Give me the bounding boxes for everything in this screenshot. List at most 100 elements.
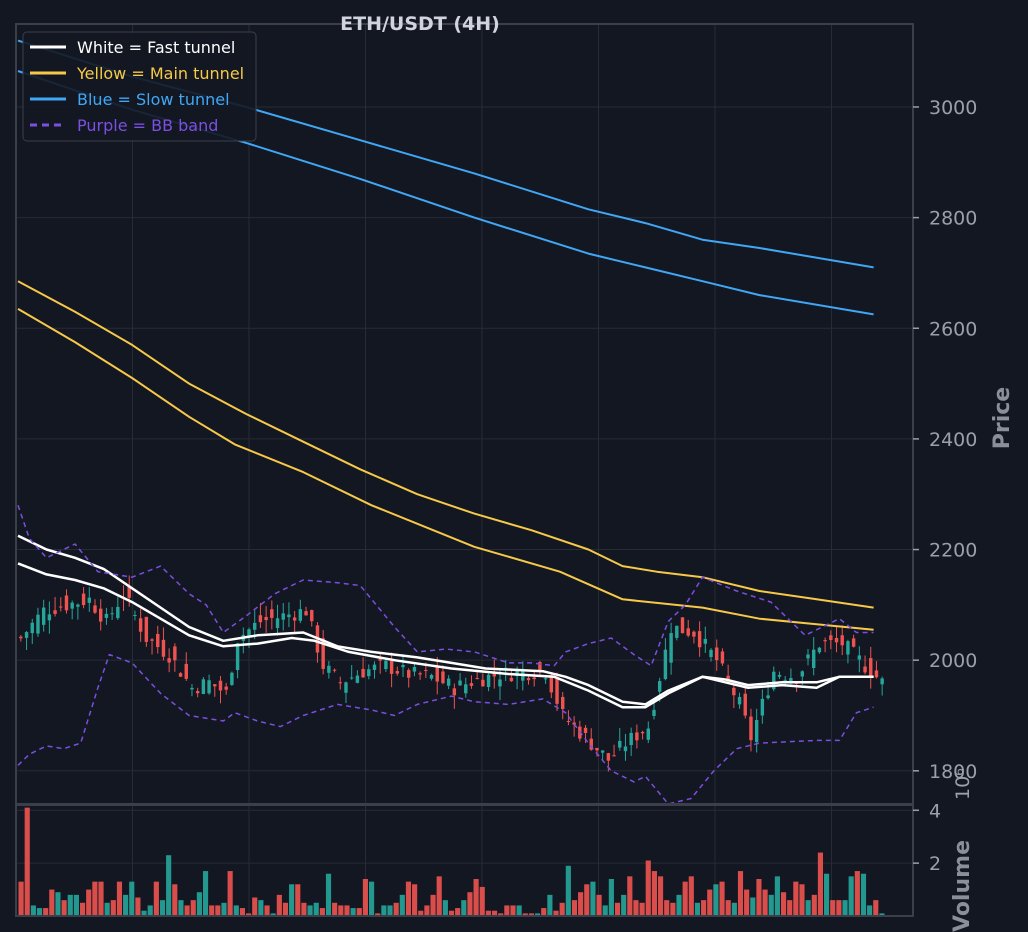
candle-body bbox=[811, 649, 816, 668]
series-line-6 bbox=[17, 505, 874, 667]
candle-body bbox=[532, 677, 536, 680]
candle-body bbox=[287, 614, 291, 618]
candle-body bbox=[452, 688, 457, 696]
volume-bar bbox=[645, 860, 651, 916]
volume-bar bbox=[744, 889, 750, 916]
candle-body bbox=[264, 616, 268, 621]
volume-bar bbox=[498, 913, 504, 916]
volume-bar bbox=[442, 900, 448, 916]
volume-bar bbox=[405, 881, 412, 916]
candle-body bbox=[817, 647, 822, 653]
candle-body bbox=[144, 616, 149, 642]
candle-body bbox=[760, 698, 765, 716]
candle-body bbox=[47, 614, 52, 621]
candle-body bbox=[19, 636, 23, 639]
candle-body bbox=[732, 687, 736, 696]
candle-body bbox=[36, 614, 40, 634]
volume-bar bbox=[36, 908, 43, 916]
candle-body bbox=[857, 655, 862, 660]
volume-bar bbox=[811, 894, 817, 916]
volume-bar bbox=[239, 908, 246, 916]
legend-label: Yellow = Main tunnel bbox=[76, 64, 244, 83]
candle-body bbox=[344, 682, 348, 693]
volume-bar bbox=[590, 881, 596, 916]
candle-body bbox=[715, 647, 719, 661]
volume-bar bbox=[178, 900, 184, 916]
volume-bar bbox=[694, 902, 701, 916]
volume-bar bbox=[110, 900, 116, 916]
volume-bar bbox=[24, 807, 30, 916]
volume-bar bbox=[491, 910, 498, 916]
price-tick-label: 2200 bbox=[929, 540, 977, 562]
volume-bar bbox=[750, 897, 756, 916]
volume-bar bbox=[233, 905, 239, 916]
candle-body bbox=[846, 641, 850, 655]
volume-bar bbox=[455, 908, 461, 916]
candle-body bbox=[378, 658, 382, 661]
candle-body bbox=[526, 677, 531, 681]
volume-bar bbox=[836, 900, 842, 916]
volume-bar bbox=[627, 876, 633, 916]
volume-bar bbox=[301, 902, 307, 916]
candle-body bbox=[749, 716, 753, 741]
candle-body bbox=[150, 639, 154, 641]
volume-bar bbox=[252, 897, 258, 916]
candle-body bbox=[766, 695, 770, 699]
volume-bar bbox=[86, 889, 92, 916]
volume-bar bbox=[73, 894, 79, 916]
candle-body bbox=[138, 618, 143, 632]
price-tick-label: 2800 bbox=[929, 208, 977, 230]
volume-bar bbox=[461, 900, 467, 916]
candle-body bbox=[389, 660, 394, 674]
candle-body bbox=[435, 667, 439, 682]
volume-bar bbox=[725, 900, 731, 916]
candlesticks bbox=[19, 575, 884, 772]
volume-bar bbox=[123, 894, 129, 916]
volume-bar bbox=[602, 905, 608, 916]
chart-title: ETH/USDT (4H) bbox=[340, 13, 500, 35]
candle-body bbox=[549, 675, 554, 693]
volume-panel-frame bbox=[15, 804, 914, 917]
candle-body bbox=[87, 597, 92, 603]
candle-body bbox=[24, 632, 29, 638]
candle-body bbox=[726, 675, 730, 680]
volume-bar bbox=[436, 876, 442, 916]
volume-bar bbox=[535, 913, 541, 916]
candle-body bbox=[469, 683, 474, 686]
candle-body bbox=[880, 678, 884, 685]
volume-bar bbox=[596, 894, 602, 916]
candle-body bbox=[441, 671, 445, 684]
volume-bar bbox=[578, 892, 584, 916]
candle-body bbox=[195, 691, 200, 694]
volume-bar bbox=[584, 884, 590, 916]
candle-body bbox=[110, 613, 114, 615]
candle-body bbox=[173, 646, 177, 661]
candle-body bbox=[338, 682, 342, 684]
candle-body bbox=[76, 604, 80, 607]
volume-bar bbox=[516, 905, 522, 916]
volume-bar bbox=[258, 900, 264, 916]
candle-body bbox=[201, 679, 206, 695]
series-line-3 bbox=[17, 308, 874, 631]
volume-bar bbox=[614, 902, 621, 916]
series-line-5 bbox=[17, 562, 874, 709]
volume-axis-ticks: 24 bbox=[913, 800, 941, 875]
volume-bar bbox=[313, 902, 319, 916]
candle-body bbox=[446, 678, 451, 686]
volume-bar bbox=[141, 910, 147, 916]
candle-body bbox=[424, 670, 428, 672]
candle-body bbox=[207, 680, 211, 694]
candle-body bbox=[538, 661, 542, 672]
volume-axis-title: Volume bbox=[950, 840, 975, 932]
candle-body bbox=[686, 628, 690, 636]
candle-body bbox=[361, 668, 365, 678]
volume-bar bbox=[338, 905, 344, 916]
volume-bar bbox=[553, 910, 559, 916]
price-grid bbox=[16, 24, 913, 804]
volume-bar bbox=[166, 855, 172, 916]
candle-body bbox=[669, 633, 673, 663]
candle-body bbox=[806, 654, 810, 659]
candle-body bbox=[703, 638, 708, 644]
candle-body bbox=[401, 664, 405, 668]
candle-body bbox=[349, 677, 354, 679]
